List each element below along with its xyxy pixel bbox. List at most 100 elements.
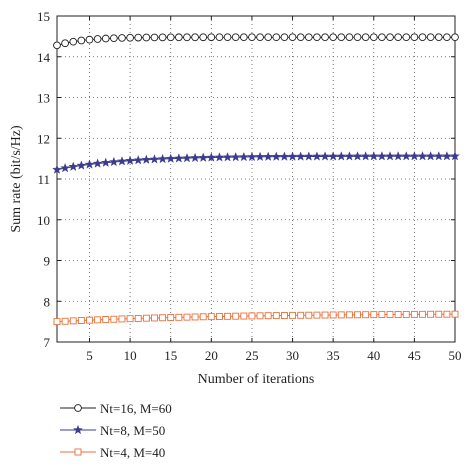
data-point	[92, 158, 103, 168]
data-point	[295, 151, 306, 161]
x-tick-label: 50	[449, 348, 462, 363]
y-tick-label: 12	[37, 131, 50, 146]
data-point	[60, 162, 71, 173]
x-axis-label: Number of iterations	[198, 372, 315, 387]
data-point	[378, 311, 386, 319]
data-point	[84, 159, 95, 169]
x-tick-label: 35	[327, 348, 340, 363]
data-point	[256, 312, 264, 320]
y-tick-label: 8	[44, 294, 51, 309]
x-tick-label: 15	[164, 348, 177, 363]
data-point	[167, 314, 175, 321]
data-point	[344, 151, 355, 161]
x-tick-label: 25	[245, 348, 258, 363]
data-point	[354, 311, 361, 319]
data-point	[118, 315, 126, 323]
data-point	[149, 154, 160, 164]
data-point	[288, 33, 297, 42]
legend-label: Nt=16, M=60	[100, 401, 172, 416]
data-point	[142, 314, 150, 322]
data-point	[248, 33, 256, 42]
data-point	[240, 312, 248, 320]
data-point	[311, 151, 322, 161]
data-point	[417, 151, 428, 161]
data-point	[199, 313, 207, 321]
x-tick-label: 5	[86, 348, 93, 363]
series-line	[56, 155, 455, 171]
data-point	[207, 313, 215, 321]
data-point	[296, 33, 305, 42]
data-point	[328, 151, 339, 161]
data-point	[353, 33, 362, 42]
data-point	[174, 33, 183, 42]
data-point	[68, 161, 79, 171]
data-point	[173, 153, 184, 163]
data-point	[134, 33, 143, 42]
data-point	[133, 155, 144, 165]
data-point	[289, 311, 297, 319]
data-point	[435, 310, 443, 318]
data-point	[368, 151, 379, 161]
data-point	[198, 152, 209, 162]
data-point	[305, 311, 313, 319]
data-point	[337, 33, 346, 42]
series-2	[52, 151, 460, 174]
data-point	[441, 151, 452, 161]
data-point	[320, 151, 330, 161]
data-point	[418, 33, 427, 42]
series-layer	[52, 33, 460, 326]
data-point	[337, 311, 345, 319]
data-point	[207, 33, 216, 42]
grid-lines	[57, 16, 455, 342]
data-point	[215, 33, 224, 42]
data-point	[117, 156, 127, 166]
data-point	[53, 318, 61, 326]
data-point	[76, 160, 87, 170]
data-point	[108, 156, 119, 167]
data-point	[385, 151, 395, 161]
data-point	[61, 317, 69, 325]
data-point	[110, 315, 118, 323]
data-point	[433, 151, 444, 161]
data-point	[450, 151, 460, 161]
legend: Nt=16, M=60 Nt=8, M=50 Nt=4, M=40	[60, 401, 172, 460]
data-point	[77, 36, 86, 45]
data-point	[182, 152, 192, 163]
data-point	[329, 311, 337, 319]
series-1	[53, 33, 459, 50]
data-point	[451, 310, 459, 318]
data-point	[361, 33, 370, 42]
data-point	[126, 33, 134, 42]
data-point	[159, 314, 167, 322]
data-point	[280, 33, 289, 42]
data-point	[297, 311, 305, 319]
data-point	[426, 33, 435, 42]
data-point	[443, 33, 451, 42]
legend-label: Nt=4, M=40	[100, 445, 165, 460]
data-point	[443, 310, 451, 318]
data-point	[231, 33, 240, 42]
data-point	[352, 151, 363, 161]
data-point	[110, 34, 118, 43]
data-point	[313, 311, 321, 319]
y-tick-label: 11	[37, 172, 50, 187]
data-point	[369, 33, 378, 42]
data-point	[53, 41, 61, 50]
data-point	[272, 312, 280, 320]
data-point	[402, 33, 411, 42]
data-point	[142, 33, 151, 42]
data-point	[360, 151, 371, 161]
data-point	[85, 35, 94, 44]
data-point	[271, 151, 282, 161]
data-point	[199, 33, 208, 42]
y-axis-label: Sum rate (bit/s/Hz)	[9, 125, 24, 233]
data-point	[94, 316, 102, 324]
data-point	[263, 151, 274, 161]
data-point	[206, 152, 217, 162]
data-point	[287, 151, 298, 161]
data-point	[255, 151, 265, 162]
data-point	[165, 153, 176, 163]
data-point	[409, 151, 420, 161]
data-point	[410, 310, 418, 318]
